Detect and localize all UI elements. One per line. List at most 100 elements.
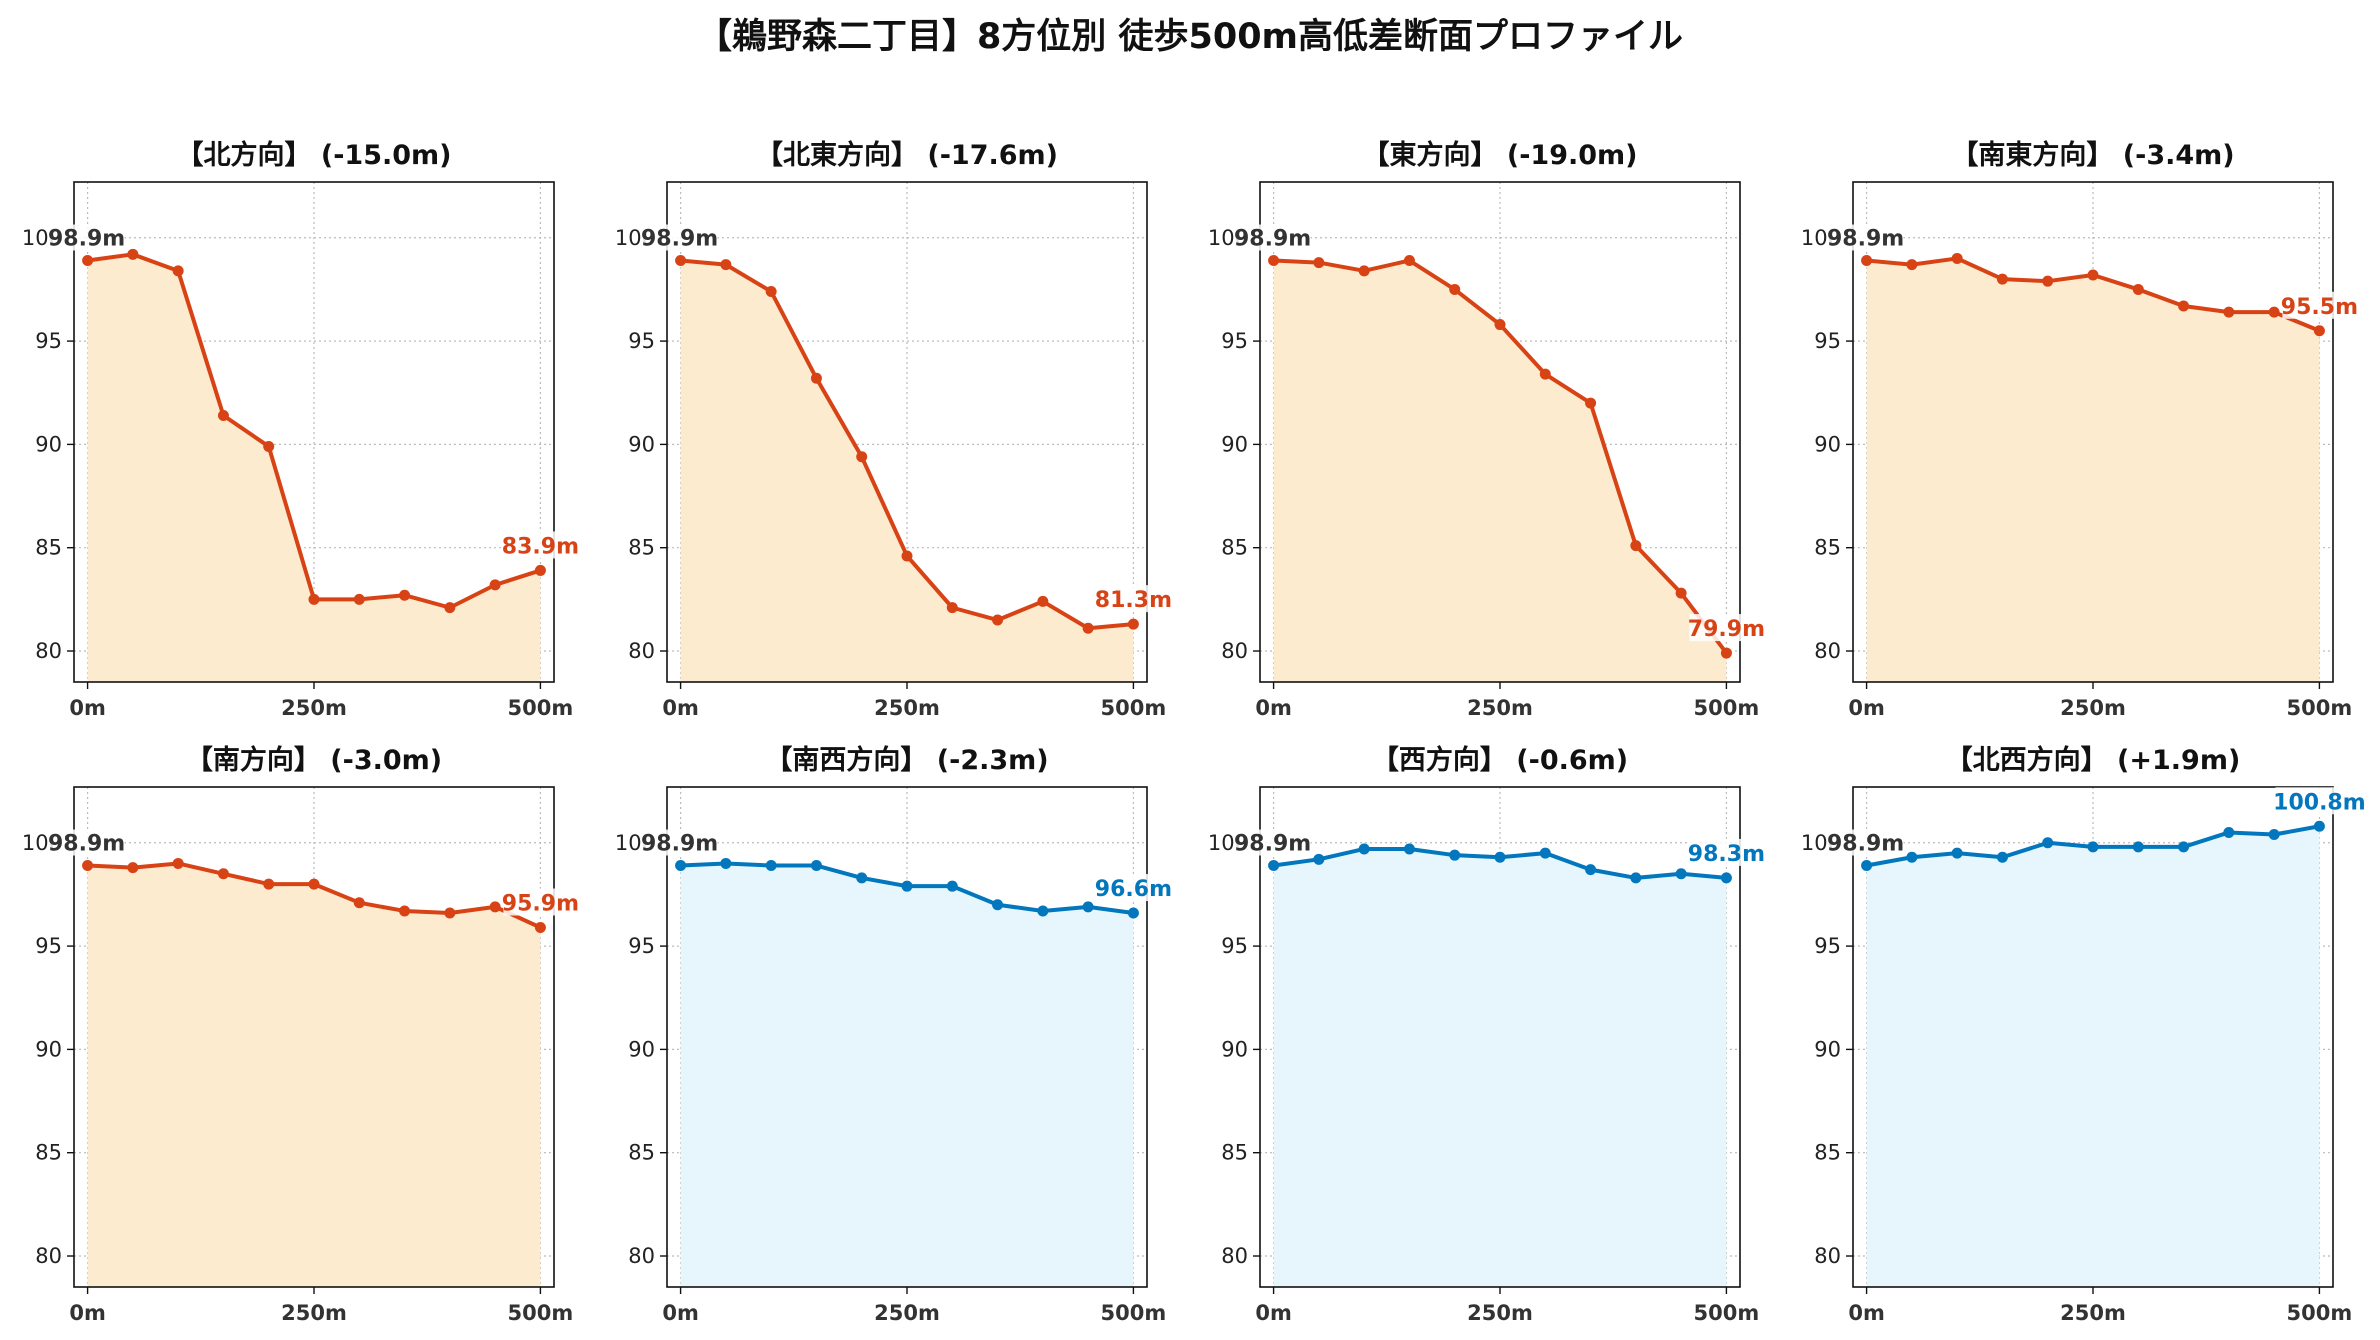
data-point bbox=[217, 868, 229, 880]
data-point bbox=[308, 593, 320, 605]
end-label-box bbox=[2282, 291, 2357, 319]
y-tick-label: 95 bbox=[1221, 329, 1248, 353]
data-point bbox=[263, 440, 275, 452]
elevation-area bbox=[680, 863, 1134, 1287]
start-label-box bbox=[48, 224, 125, 251]
data-point bbox=[127, 248, 139, 260]
y-tick-label: 85 bbox=[35, 1141, 62, 1165]
data-point bbox=[82, 255, 94, 267]
x-tick-label: 0m bbox=[662, 696, 699, 720]
x-tick-label: 250m bbox=[2060, 1301, 2126, 1325]
start-label-box bbox=[1234, 224, 1311, 251]
start-elevation-label: 98.9m bbox=[48, 832, 125, 857]
data-point bbox=[1037, 595, 1049, 607]
end-elevation-label: 95.9m bbox=[502, 891, 579, 916]
y-tick-label: 90 bbox=[35, 1037, 62, 1061]
data-point bbox=[1358, 843, 1370, 855]
end-label-box bbox=[503, 531, 578, 559]
data-point bbox=[1720, 872, 1732, 884]
x-tick-label: 500m bbox=[1694, 1301, 1760, 1325]
data-point bbox=[1494, 851, 1506, 863]
y-tick-label: 80 bbox=[628, 639, 655, 663]
data-point bbox=[1127, 907, 1139, 919]
data-point bbox=[353, 897, 365, 909]
data-point bbox=[2087, 269, 2099, 281]
y-tick-label: 85 bbox=[1814, 536, 1841, 560]
data-point bbox=[2313, 325, 2325, 337]
data-point bbox=[1996, 851, 2008, 863]
data-point bbox=[82, 860, 94, 872]
data-point bbox=[1630, 540, 1642, 552]
end-elevation-label: 95.5m bbox=[2281, 295, 2358, 320]
y-tick-label: 85 bbox=[628, 536, 655, 560]
data-point bbox=[1358, 265, 1370, 277]
data-point bbox=[399, 589, 411, 601]
data-point bbox=[1951, 847, 1963, 859]
x-tick-label: 250m bbox=[2060, 696, 2126, 720]
y-tick-label: 90 bbox=[1221, 432, 1248, 456]
x-tick-label: 500m bbox=[2287, 696, 2353, 720]
y-tick-label: 95 bbox=[35, 934, 62, 958]
data-point bbox=[2087, 841, 2099, 853]
data-point bbox=[1585, 864, 1597, 876]
x-tick-label: 250m bbox=[874, 1301, 940, 1325]
data-point bbox=[534, 921, 546, 933]
data-point bbox=[765, 286, 777, 298]
data-point bbox=[1268, 255, 1280, 267]
data-point bbox=[444, 907, 456, 919]
data-point bbox=[172, 857, 184, 869]
y-tick-label: 85 bbox=[1221, 1141, 1248, 1165]
panel-title: 【北西方向】 (+1.9m) bbox=[1946, 744, 2241, 776]
y-tick-label: 80 bbox=[1814, 639, 1841, 663]
data-point bbox=[946, 880, 958, 892]
data-point bbox=[901, 550, 913, 562]
data-point bbox=[1082, 901, 1094, 913]
y-tick-label: 80 bbox=[1221, 1244, 1248, 1268]
start-elevation-label: 98.9m bbox=[641, 227, 718, 252]
data-point bbox=[2178, 300, 2190, 312]
data-point bbox=[946, 602, 958, 614]
y-tick-label: 80 bbox=[628, 1244, 655, 1268]
panel-title: 【西方向】 (-0.6m) bbox=[1372, 744, 1628, 776]
data-point bbox=[1313, 257, 1325, 269]
data-point bbox=[2042, 275, 2054, 287]
data-point bbox=[444, 602, 456, 614]
data-point bbox=[810, 372, 822, 384]
data-point bbox=[1539, 847, 1551, 859]
x-tick-label: 500m bbox=[1101, 1301, 1167, 1325]
data-point bbox=[534, 564, 546, 576]
x-tick-label: 0m bbox=[69, 696, 106, 720]
data-point bbox=[489, 579, 501, 591]
elevation-area bbox=[1866, 826, 2320, 1287]
figure-title: 【鵜野森二丁目】8方位別 徒歩500m高低差断面プロファイル bbox=[696, 17, 1684, 57]
data-point bbox=[1861, 860, 1873, 872]
data-point bbox=[2313, 820, 2325, 832]
start-label-box bbox=[641, 224, 718, 251]
end-label-box bbox=[1096, 585, 1171, 613]
data-point bbox=[308, 878, 320, 890]
data-point bbox=[1996, 273, 2008, 285]
elevation-area bbox=[1273, 848, 1727, 1287]
data-point bbox=[675, 860, 687, 872]
start-elevation-label: 98.9m bbox=[1827, 227, 1904, 252]
data-point bbox=[2178, 841, 2190, 853]
end-elevation-label: 100.8m bbox=[2273, 790, 2366, 815]
data-point bbox=[217, 409, 229, 421]
data-point bbox=[856, 451, 868, 463]
y-tick-label: 80 bbox=[1221, 639, 1248, 663]
y-tick-label: 80 bbox=[35, 639, 62, 663]
elevation-area bbox=[87, 254, 541, 682]
x-tick-label: 250m bbox=[874, 696, 940, 720]
end-label-box bbox=[2275, 787, 2364, 815]
x-tick-label: 0m bbox=[1848, 1301, 1885, 1325]
y-tick-label: 95 bbox=[35, 329, 62, 353]
data-point bbox=[1720, 647, 1732, 659]
x-tick-label: 0m bbox=[1255, 1301, 1292, 1325]
data-point bbox=[1403, 255, 1415, 267]
data-point bbox=[1449, 283, 1461, 295]
end-elevation-label: 98.3m bbox=[1688, 842, 1765, 867]
